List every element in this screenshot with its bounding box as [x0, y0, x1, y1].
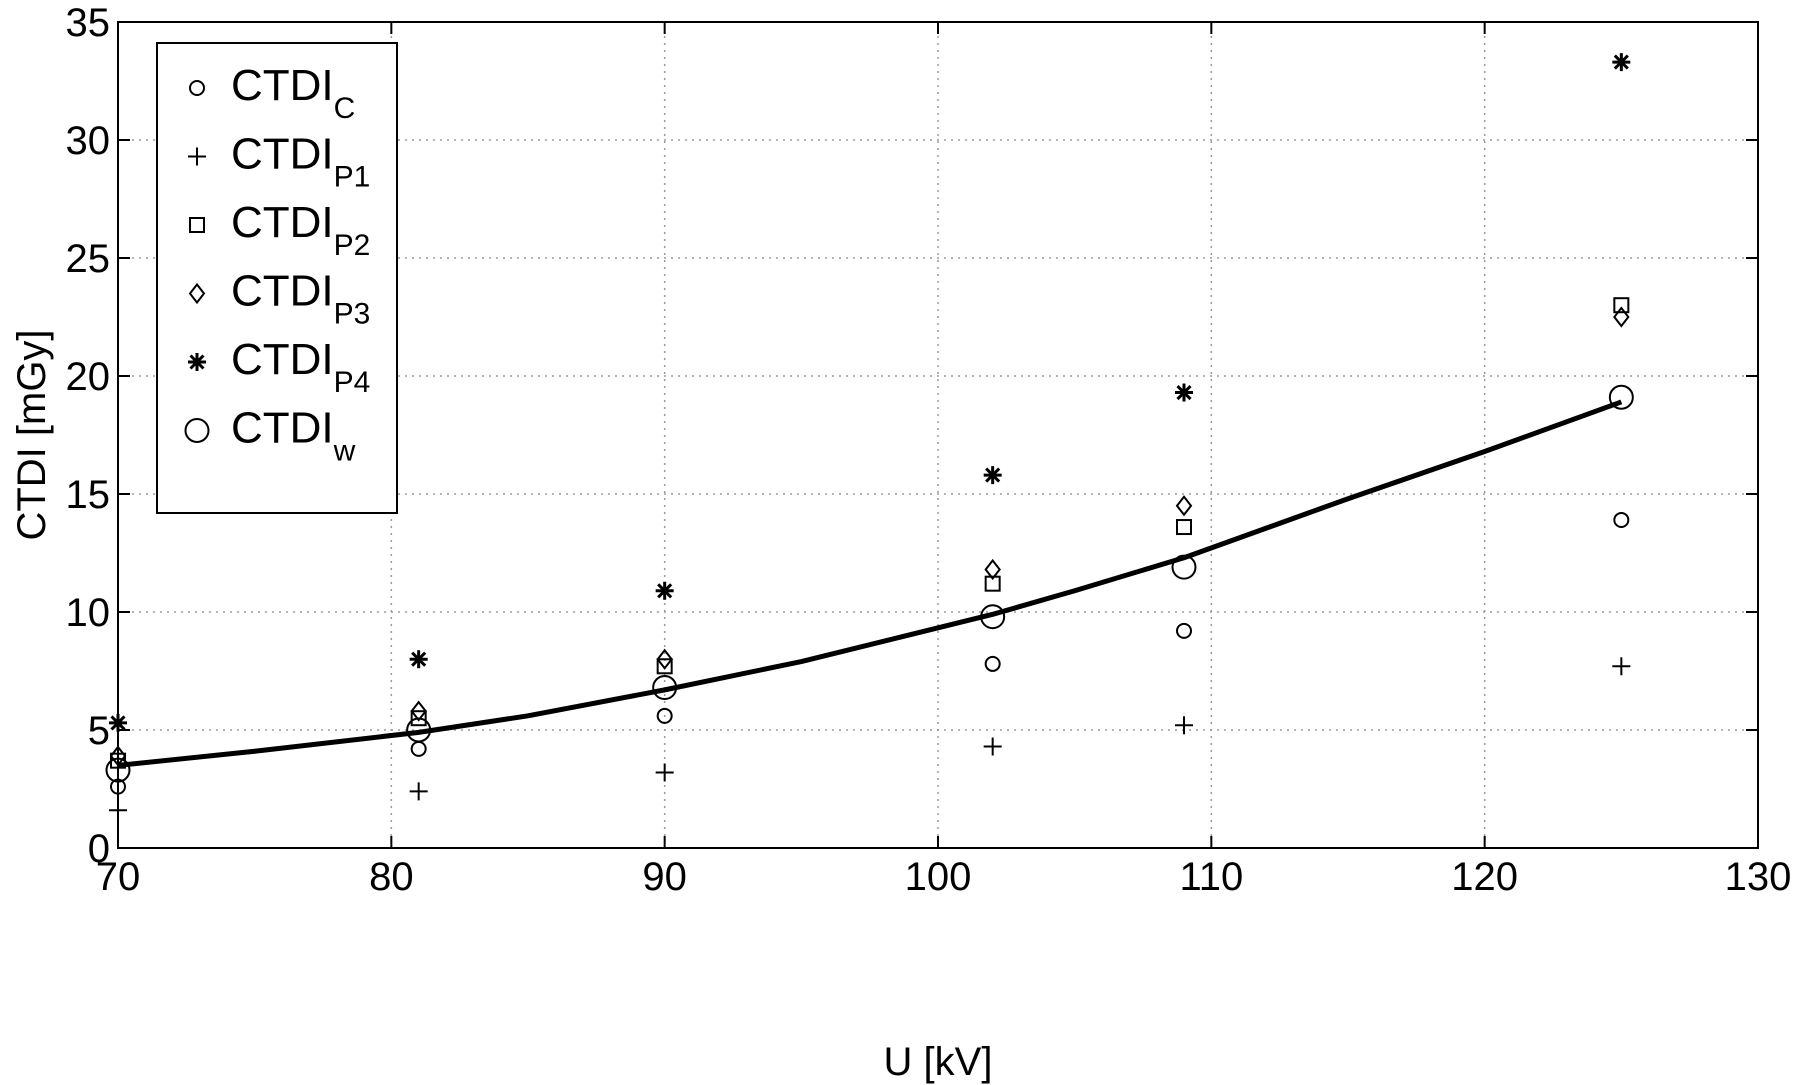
- data-point-ctdi-p3: [656, 648, 673, 670]
- x-tick-label: 100: [905, 855, 972, 899]
- legend-marker-p1: [188, 147, 206, 166]
- y-axis-label: CTDI [mGy]: [10, 329, 54, 540]
- data-point-ctdi-p1: [1175, 716, 1193, 735]
- fit-line: [117, 399, 1623, 768]
- data-point-ctdi-c: [1176, 622, 1192, 639]
- data-point-ctdi-p4: [409, 650, 428, 669]
- data-point-ctdi-w: [105, 757, 131, 783]
- legend-marker-p2: [189, 217, 205, 233]
- y-tick-label: 30: [66, 119, 111, 163]
- legend-entry-p4: CTDIP4: [231, 335, 370, 399]
- legend-marker-p3: [188, 282, 206, 305]
- y-tick-label: 25: [66, 237, 111, 281]
- data-point-ctdi-w: [1608, 384, 1634, 410]
- axis-ticks: 70 80 90 100 110 120 130 0 5 10 15 20 25 30 35: [66, 1, 1792, 899]
- data-point-ctdi-p3: [410, 700, 427, 722]
- legend-box: [156, 42, 398, 514]
- data-point-ctdi-p2: [1613, 297, 1630, 314]
- data-point-ctdi-p2: [984, 575, 1001, 592]
- y-tick-label: 0: [88, 827, 110, 871]
- x-tick-label: 110: [1179, 855, 1243, 899]
- data-point-ctdi-p3: [984, 558, 1001, 581]
- data-point-ctdi-p1: [109, 801, 127, 820]
- data-point-ctdi-w: [652, 675, 678, 701]
- data-point-ctdi-w: [980, 604, 1006, 630]
- data-point-ctdi-c: [1613, 511, 1630, 528]
- data-point-ctdi-p3: [1613, 306, 1630, 328]
- data-point-ctdi-p1: [1612, 657, 1631, 676]
- legend-marker-w: [184, 418, 210, 443]
- data-point-ctdi-p2: [1176, 519, 1192, 536]
- legend-marker-p4: [188, 353, 206, 371]
- y-tick-label: 15: [66, 473, 111, 517]
- data-point-ctdi-p2: [656, 658, 673, 675]
- data-point-ctdi-p1: [655, 763, 674, 782]
- y-tick-label: 20: [66, 355, 111, 399]
- legend-entry-p2: CTDIP2: [231, 198, 370, 262]
- legend-entry-p1: CTDIP1: [231, 130, 370, 194]
- legend-entry-w: CTDIw: [231, 404, 356, 468]
- data-point-ctdi-c: [110, 778, 126, 795]
- data-point-ctdi-c: [656, 707, 673, 724]
- data-point-ctdi-p3: [109, 745, 127, 767]
- fit-line-group: [117, 399, 1623, 768]
- y-tick-label: 35: [66, 1, 111, 45]
- x-tick-label: 90: [642, 855, 687, 899]
- data-point-ctdi-p4: [1612, 53, 1631, 72]
- y-tick-label: 5: [88, 709, 110, 753]
- x-tick-label: 120: [1451, 855, 1518, 899]
- data-point-ctdi-p3: [1175, 495, 1193, 517]
- legend-entry-c: CTDIC: [231, 61, 355, 125]
- data-point-ctdi-p1: [409, 782, 428, 801]
- legend-marker-c: [189, 80, 205, 96]
- data-point-ctdi-p4: [1175, 383, 1193, 402]
- x-axis-label: U [kV]: [884, 1040, 993, 1084]
- data-point-ctdi-p4: [655, 581, 674, 600]
- data-point-ctdi-p1: [983, 737, 1002, 756]
- data-markers: [105, 53, 1634, 820]
- data-point-ctdi-p4: [109, 713, 127, 732]
- data-point-ctdi-p2: [410, 710, 427, 727]
- data-point-ctdi-p4: [983, 466, 1002, 485]
- y-tick-label: 10: [66, 591, 111, 635]
- data-point-ctdi-w: [1171, 554, 1197, 580]
- x-tick-label: 70: [96, 855, 141, 899]
- x-tick-label: 130: [1725, 855, 1792, 899]
- legend-entry-p3: CTDIP3: [231, 267, 370, 331]
- data-point-ctdi-w: [406, 717, 432, 743]
- data-point-ctdi-c: [984, 655, 1001, 672]
- x-tick-label: 80: [369, 855, 414, 899]
